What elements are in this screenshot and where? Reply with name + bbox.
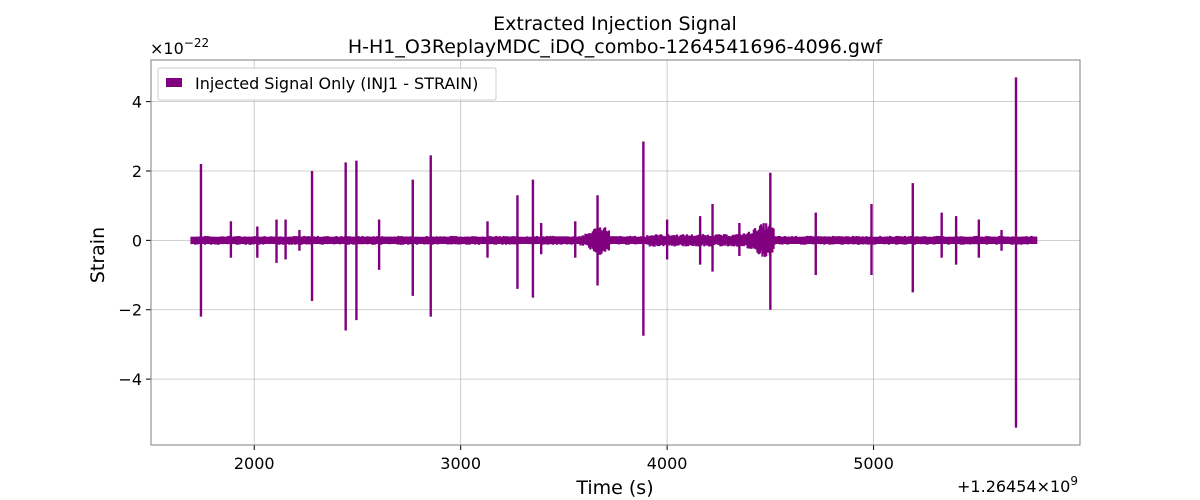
series-group [190,77,1038,428]
x-tick-label: 5000 [853,454,894,473]
x-axis-label: Time (s) [575,477,653,499]
x-offset-exponent: 9 [1070,474,1078,488]
y-scale-factor: ×10−22 [150,36,209,58]
chart-subtitle: H-H1_O3ReplayMDC_iDQ_combo-1264541696-40… [348,36,884,58]
x-offset-label: +1.26454×109 [957,474,1078,496]
legend-entry-label: Injected Signal Only (INJ1 - STRAIN) [195,74,478,93]
plot-frame [150,59,1081,446]
y-tick-label: −4 [118,370,142,389]
legend: Injected Signal Only (INJ1 - STRAIN) [157,67,497,101]
y-scale-exponent: −22 [184,36,209,50]
y-scale-base: ×10 [150,39,184,58]
x-tick-label: 3000 [440,454,481,473]
y-tick-label: −2 [118,301,142,320]
legend-box [157,67,497,101]
legend-swatch [166,78,182,87]
y-tick-label: 4 [132,93,142,112]
x-tick-label: 4000 [647,454,688,473]
ticks: 2000 3000 4000 5000 4 2 0 −2 −4 [118,93,894,473]
y-tick-label: 2 [132,162,142,181]
y-tick-label: 0 [132,231,142,250]
chart-title: Extracted Injection Signal [493,13,737,35]
x-tick-label: 2000 [234,454,275,473]
series-core-band [191,236,1038,244]
y-axis-label: Strain [87,227,109,283]
x-offset-base: +1.26454×10 [957,477,1070,496]
